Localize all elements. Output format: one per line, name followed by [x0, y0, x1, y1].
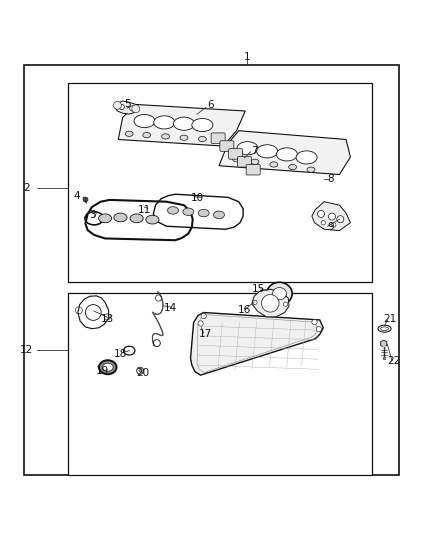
Text: 8: 8 — [327, 174, 334, 184]
Circle shape — [261, 295, 279, 312]
Text: 22: 22 — [388, 356, 401, 366]
Text: 19: 19 — [95, 366, 109, 376]
Circle shape — [139, 369, 141, 372]
Text: 9: 9 — [327, 222, 334, 232]
Circle shape — [312, 319, 317, 325]
Polygon shape — [252, 289, 289, 317]
Ellipse shape — [276, 148, 297, 161]
Ellipse shape — [162, 134, 170, 139]
Circle shape — [119, 104, 124, 110]
Circle shape — [316, 327, 321, 332]
Ellipse shape — [114, 213, 127, 222]
Text: 16: 16 — [238, 305, 251, 316]
Circle shape — [198, 321, 203, 326]
Ellipse shape — [198, 209, 209, 217]
Circle shape — [318, 211, 325, 217]
Text: 2: 2 — [23, 183, 30, 192]
Ellipse shape — [289, 165, 297, 169]
Text: 15: 15 — [252, 284, 265, 294]
FancyBboxPatch shape — [229, 149, 243, 159]
Ellipse shape — [198, 136, 206, 142]
Circle shape — [130, 106, 135, 111]
Ellipse shape — [267, 282, 292, 305]
Bar — [24, 65, 399, 474]
Text: 17: 17 — [198, 329, 212, 340]
Ellipse shape — [99, 214, 112, 223]
Circle shape — [328, 213, 336, 220]
Ellipse shape — [168, 207, 179, 214]
Text: 21: 21 — [383, 314, 396, 324]
Text: 6: 6 — [207, 100, 214, 110]
Circle shape — [201, 313, 206, 319]
Text: 1: 1 — [244, 52, 251, 62]
Ellipse shape — [125, 131, 133, 136]
FancyBboxPatch shape — [246, 165, 260, 175]
Ellipse shape — [214, 211, 224, 219]
Ellipse shape — [102, 364, 113, 371]
Bar — [68, 83, 372, 282]
Text: 3: 3 — [88, 210, 95, 220]
Circle shape — [113, 101, 121, 109]
Ellipse shape — [192, 118, 213, 132]
Ellipse shape — [307, 167, 315, 172]
Ellipse shape — [270, 162, 278, 167]
Ellipse shape — [154, 116, 175, 129]
Polygon shape — [381, 340, 387, 347]
Polygon shape — [219, 131, 350, 174]
Ellipse shape — [233, 157, 240, 162]
Circle shape — [132, 105, 140, 113]
FancyBboxPatch shape — [220, 141, 234, 151]
Ellipse shape — [257, 145, 278, 158]
Ellipse shape — [173, 117, 194, 130]
Circle shape — [332, 223, 336, 227]
Polygon shape — [118, 104, 245, 146]
Ellipse shape — [180, 135, 188, 140]
Text: 13: 13 — [101, 314, 114, 324]
Circle shape — [321, 221, 325, 225]
Polygon shape — [191, 312, 323, 375]
Polygon shape — [115, 101, 138, 114]
Ellipse shape — [130, 214, 143, 223]
Ellipse shape — [99, 360, 117, 374]
Text: 18: 18 — [114, 349, 127, 359]
Polygon shape — [312, 201, 350, 231]
FancyBboxPatch shape — [211, 133, 225, 143]
Circle shape — [337, 216, 344, 223]
Text: 10: 10 — [191, 193, 204, 203]
Bar — [68, 293, 372, 474]
FancyBboxPatch shape — [237, 157, 251, 167]
Ellipse shape — [146, 215, 159, 224]
Circle shape — [253, 300, 257, 304]
Ellipse shape — [251, 159, 259, 165]
Ellipse shape — [381, 327, 389, 330]
Text: 20: 20 — [136, 368, 149, 378]
Text: 5: 5 — [124, 100, 131, 109]
Ellipse shape — [183, 208, 194, 215]
Ellipse shape — [378, 325, 391, 332]
Text: 11: 11 — [138, 205, 151, 215]
Ellipse shape — [296, 151, 317, 164]
Text: 4: 4 — [73, 191, 80, 201]
Ellipse shape — [134, 115, 155, 128]
Text: 14: 14 — [164, 303, 177, 313]
Text: 12: 12 — [20, 345, 33, 355]
Circle shape — [283, 302, 288, 306]
Ellipse shape — [237, 142, 258, 155]
Ellipse shape — [143, 133, 151, 138]
Text: 7: 7 — [251, 146, 258, 156]
Ellipse shape — [272, 287, 286, 300]
